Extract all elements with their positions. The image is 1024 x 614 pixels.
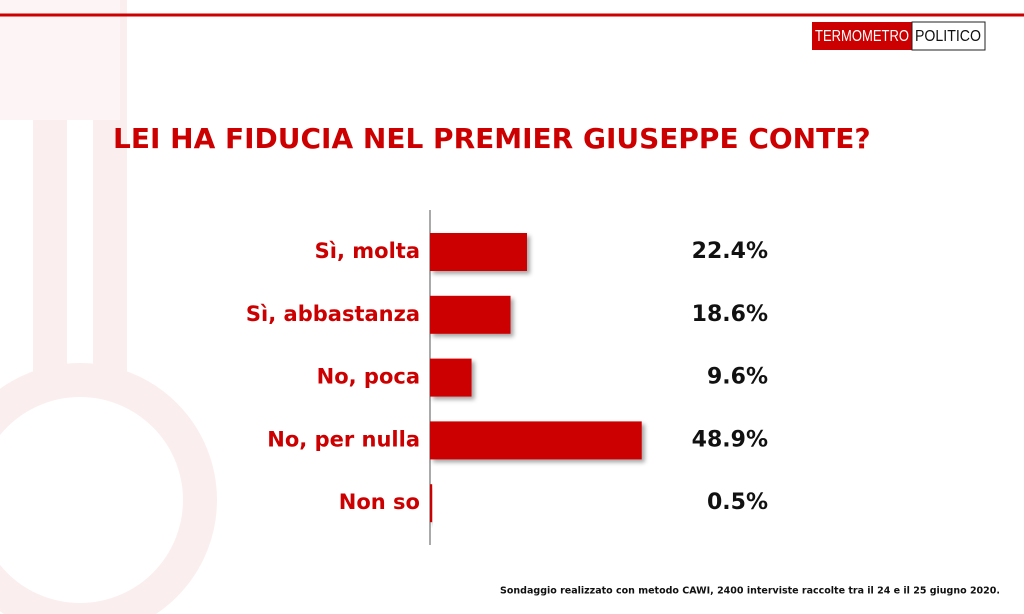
category-label: Non so — [339, 490, 420, 514]
value-label: 0.5% — [707, 490, 768, 515]
logo-box — [812, 22, 912, 50]
logo-text: POLITICO — [915, 28, 981, 45]
bar — [430, 421, 642, 460]
logo-box — [911, 21, 986, 51]
bar — [430, 484, 433, 523]
footnote: Sondaggio realizzato con metodo CAWI, 24… — [500, 586, 1000, 597]
value-label: 48.9% — [692, 427, 768, 452]
value-label: 22.4% — [692, 239, 768, 264]
bar — [430, 233, 527, 271]
decoration — [0, 0, 120, 120]
bar — [430, 295, 511, 334]
chart-title: LEI HA FIDUCIA NEL PREMIER GIUSEPPE CONT… — [113, 122, 871, 155]
category-label: Sì, molta — [315, 239, 420, 263]
bar — [430, 358, 472, 397]
logo-text: TERMOMETRO — [815, 28, 909, 45]
category-label: Sì, abbastanza — [246, 302, 420, 326]
category-label: No, poca — [317, 365, 420, 389]
category-label: No, per nulla — [267, 427, 420, 451]
value-label: 9.6% — [707, 365, 768, 390]
value-label: 18.6% — [692, 302, 768, 327]
